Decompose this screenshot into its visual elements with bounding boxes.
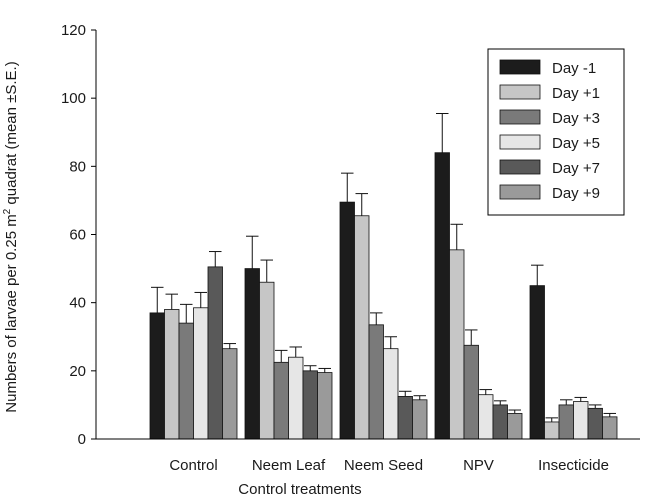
bar (193, 307, 209, 440)
bar (302, 370, 318, 440)
bar (354, 215, 370, 440)
legend-swatch (499, 59, 541, 75)
x-tick-label: NPV (463, 457, 494, 474)
legend-swatch (499, 184, 541, 200)
bar (317, 372, 333, 440)
y-axis-title-superscript: 2 (2, 208, 13, 214)
y-tick-label: 80 (69, 158, 86, 175)
bar (207, 266, 223, 440)
y-tick-label: 120 (61, 22, 86, 39)
y-axis-title-tail: quadrat (mean ±S.E.) (3, 61, 20, 208)
bar (339, 201, 355, 440)
y-tick-label: 100 (61, 90, 86, 107)
legend-label: Day +3 (552, 110, 600, 127)
legend-swatch (499, 84, 541, 100)
bar (492, 404, 508, 440)
bar (222, 348, 238, 440)
y-tick-label: 20 (69, 363, 86, 380)
bar (573, 401, 589, 440)
x-tick-label: Neem Seed (344, 457, 423, 474)
y-tick-label: 0 (78, 431, 86, 448)
x-tick-label: Insecticide (538, 457, 609, 474)
bar (288, 356, 304, 440)
bar (529, 285, 545, 440)
legend-label: Day -1 (552, 60, 596, 77)
legend-swatch (499, 109, 541, 125)
legend-swatch (499, 134, 541, 150)
bar (558, 404, 574, 440)
bar (178, 322, 194, 440)
legend: Day -1 Day +1 Day +3 Day +5 Day +7 Day +9 (487, 48, 625, 216)
bar (412, 399, 428, 440)
legend-label: Day +1 (552, 85, 600, 102)
bar (244, 268, 260, 440)
bar (273, 361, 289, 440)
bar (544, 421, 560, 440)
bar (602, 416, 618, 440)
bar (587, 407, 603, 440)
bar (449, 249, 465, 440)
y-axis-title-main: Numbers of larvae per 0.25 m (3, 214, 20, 412)
bar (259, 281, 275, 440)
y-tick-label: 40 (69, 295, 86, 312)
legend-swatch (499, 159, 541, 175)
y-axis-title: Numbers of larvae per 0.25 m2 quadrat (m… (2, 61, 20, 412)
bar (149, 312, 165, 440)
legend-label: Day +5 (552, 135, 600, 152)
x-tick-label: Neem Leaf (252, 457, 326, 474)
legend-label: Day +9 (552, 185, 600, 202)
axes: 0 20 40 60 80 100 120 Control Neem Leaf Neem Seed… (61, 22, 640, 474)
x-axis-title: Control treatments (238, 481, 361, 498)
bar (383, 348, 399, 440)
bar (397, 395, 413, 440)
bar (434, 152, 450, 440)
bar (478, 394, 494, 440)
legend-label: Day +7 (552, 160, 600, 177)
bar (463, 344, 479, 440)
bar (164, 309, 180, 440)
bar (368, 324, 384, 440)
y-tick-label: 60 (69, 227, 86, 244)
bar (507, 413, 523, 440)
x-tick-label: Control (169, 457, 217, 474)
